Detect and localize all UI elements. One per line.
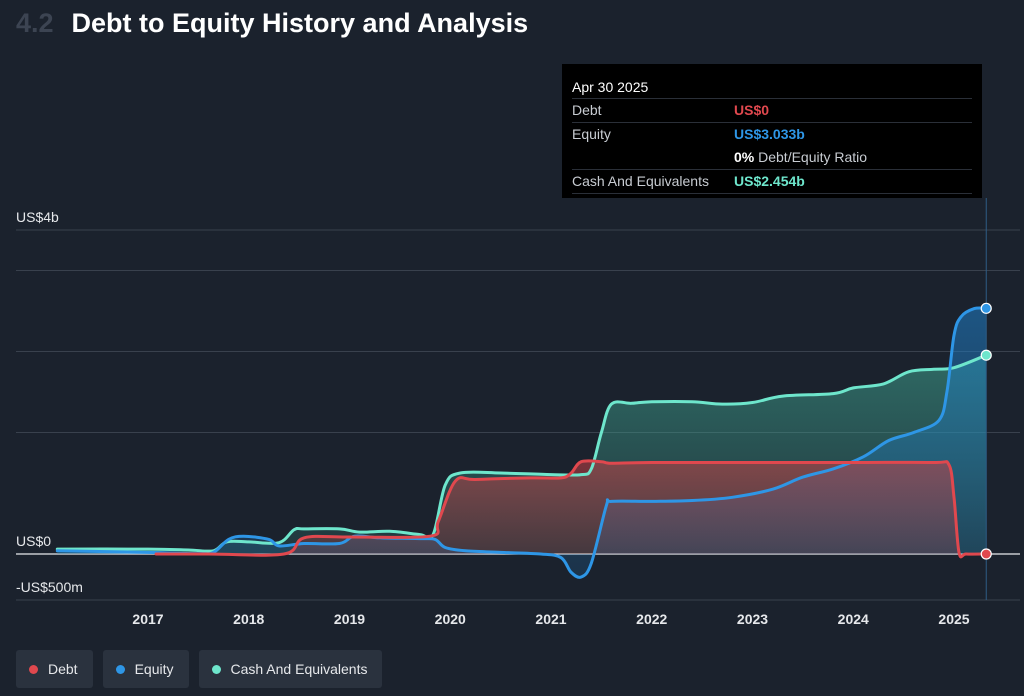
y-tick-label: US$4b xyxy=(16,209,59,225)
tooltip-cash-value: US$2.454b xyxy=(734,173,805,189)
title-row: 4.2 Debt to Equity History and Analysis xyxy=(16,8,528,39)
debt-area xyxy=(156,460,987,557)
area-layer xyxy=(57,307,987,578)
x-tick-label: 2023 xyxy=(737,611,768,627)
debt-line xyxy=(154,459,988,559)
x-tick-label: 2022 xyxy=(636,611,667,627)
tooltip-date: Apr 30 2025 xyxy=(572,76,972,99)
debt-hover-point xyxy=(980,548,992,560)
section-number: 4.2 xyxy=(16,8,54,38)
tooltip-debt-value: US$0 xyxy=(734,102,770,118)
x-tick-label: 2020 xyxy=(435,611,466,627)
equity-hover-point xyxy=(980,302,992,314)
tooltip-equity-value: US$3.033b xyxy=(734,126,805,142)
tooltip-cash-label: Cash And Equivalents xyxy=(572,173,709,189)
legend-label-equity: Equity xyxy=(134,661,174,677)
x-tick-label: 2024 xyxy=(838,611,869,627)
legend-item-debt[interactable]: Debt xyxy=(16,650,93,688)
tooltip-equity-label: Equity xyxy=(572,126,611,142)
x-tick-label: 2025 xyxy=(938,611,969,627)
tooltip-ratio-value: 0% xyxy=(734,149,755,165)
tooltip-row-ratio: 0% Debt/Equity Ratio xyxy=(572,146,972,170)
tooltip-row-debt: Debt US$0 xyxy=(572,99,972,123)
label-layer: US$4b US$0 -US$500m 2017 2018 2019 2020 2021 202… xyxy=(16,209,970,627)
chart-tooltip: Apr 30 2025 Debt US$0 Equity US$3.033b 0… xyxy=(562,64,982,198)
x-tick-label: 2019 xyxy=(334,611,365,627)
tooltip-debt-label: Debt xyxy=(572,102,602,118)
legend-item-cash[interactable]: Cash And Equivalents xyxy=(198,650,383,688)
legend-label-debt: Debt xyxy=(48,661,78,677)
legend-dot-equity xyxy=(115,664,125,674)
x-tick-label: 2017 xyxy=(132,611,163,627)
equity-line xyxy=(55,306,988,579)
y-tick-label: -US$500m xyxy=(16,579,83,595)
legend-item-equity[interactable]: Equity xyxy=(102,650,189,688)
tooltip-row-cash: Cash And Equivalents US$2.454b xyxy=(572,170,972,194)
x-tick-label: 2018 xyxy=(233,611,264,627)
page-title: Debt to Equity History and Analysis xyxy=(71,8,529,38)
tooltip-ratio-label: Debt/Equity Ratio xyxy=(758,149,868,165)
cash-hover-point xyxy=(980,349,992,361)
cash-line xyxy=(55,353,988,553)
legend-dot-cash xyxy=(211,664,221,674)
legend-label-cash: Cash And Equivalents xyxy=(230,661,368,677)
cursor-layer xyxy=(980,198,992,600)
chart-legend: Debt Equity Cash And Equivalents xyxy=(16,650,383,688)
tooltip-row-equity: Equity US$3.033b xyxy=(572,123,972,146)
legend-dot-debt xyxy=(29,664,38,674)
line-layer xyxy=(55,306,988,579)
y-tick-label: US$0 xyxy=(16,533,51,549)
x-tick-label: 2021 xyxy=(535,611,566,627)
